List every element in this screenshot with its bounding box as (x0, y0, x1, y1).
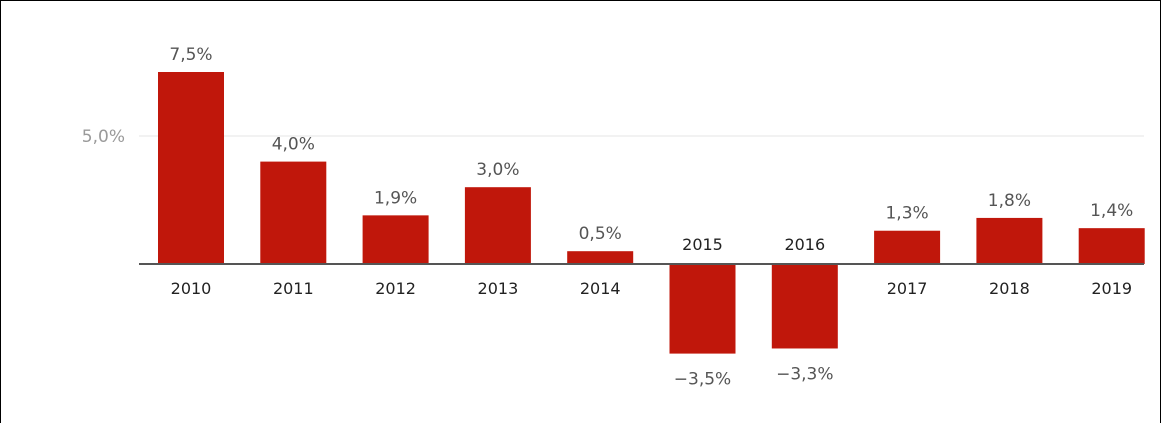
bar-2017 (874, 230, 941, 264)
value-label: 7,5% (169, 45, 212, 65)
bar-2019 (1078, 228, 1145, 264)
value-label: 0,5% (579, 224, 622, 244)
value-label: −3,3% (776, 364, 833, 384)
value-label: −3,5% (674, 370, 731, 390)
x-tick-label: 2018 (989, 279, 1030, 298)
bar-2011 (260, 161, 327, 264)
value-label: 1,9% (374, 188, 417, 208)
bars (158, 72, 1145, 354)
bar-2014 (567, 251, 634, 264)
x-tick-label: 2019 (1091, 279, 1132, 298)
bar-2018 (976, 217, 1043, 264)
x-tick-label: 2014 (580, 279, 621, 298)
bar-2015 (669, 264, 736, 354)
x-tick-label: 2012 (375, 279, 416, 298)
labels: 5,0% 2010 7,5% 2011 4,0% 2012 1,9% 2013 3,0% 2014… (82, 45, 1134, 390)
value-label: 3,0% (476, 160, 519, 180)
value-label: 1,4% (1090, 201, 1133, 221)
bar-2016 (771, 264, 838, 349)
x-tick-label: 2015 (682, 235, 723, 254)
x-tick-label: 2013 (478, 279, 519, 298)
value-label: 4,0% (272, 135, 315, 155)
y-tick-label: 5,0% (82, 127, 125, 147)
value-label: 1,8% (988, 191, 1031, 211)
x-tick-label: 2016 (784, 235, 825, 254)
x-tick-label: 2010 (171, 279, 212, 298)
bar-2012 (362, 215, 429, 264)
x-tick-label: 2017 (887, 279, 928, 298)
bar-2010 (158, 72, 224, 264)
value-label: 1,3% (885, 204, 928, 224)
bar-2013 (464, 187, 531, 264)
x-tick-label: 2011 (273, 279, 314, 298)
